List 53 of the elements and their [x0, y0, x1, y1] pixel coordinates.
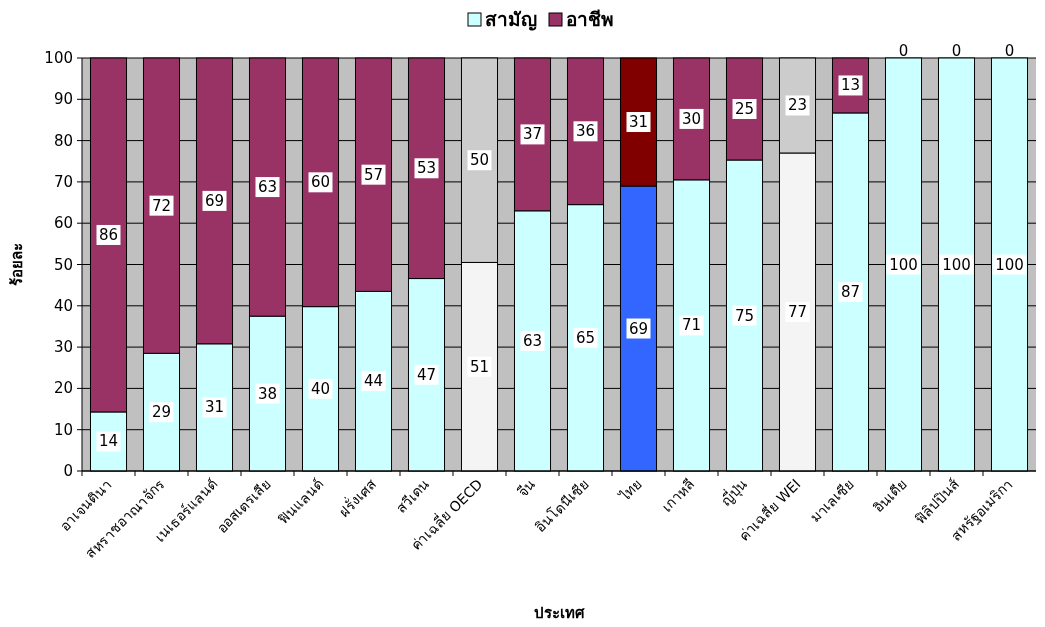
data-label: 77	[787, 302, 808, 321]
data-label: 100	[942, 255, 971, 274]
legend-label: สามัญ	[485, 8, 537, 31]
data-label: 53	[416, 159, 437, 178]
y-tick-label: 30	[53, 338, 73, 357]
data-label: 57	[363, 165, 384, 184]
data-label: 25	[734, 100, 755, 119]
data-label: 63	[257, 178, 278, 197]
y-tick-label: 70	[53, 172, 73, 191]
y-tick-label: 0	[63, 462, 73, 480]
data-label: 0	[951, 42, 962, 60]
legend-label: อาชีพ	[566, 8, 614, 30]
y-tick-label: 20	[53, 379, 73, 398]
data-label: 31	[628, 113, 649, 132]
data-label: 63	[522, 331, 543, 350]
data-label: 23	[787, 96, 808, 115]
data-label: 29	[151, 403, 172, 422]
x-tick-label: ไทย	[615, 475, 645, 505]
data-label: 13	[840, 76, 861, 95]
data-label: 51	[469, 357, 490, 376]
data-label: 44	[363, 372, 384, 391]
data-label: 72	[151, 196, 172, 215]
y-axis-title: ร้อยละ	[8, 243, 26, 286]
data-label: 87	[840, 282, 861, 301]
data-label: 50	[469, 151, 490, 170]
data-label: 0	[1004, 42, 1015, 60]
data-label: 65	[575, 328, 596, 347]
data-label: 31	[204, 398, 225, 417]
y-tick-label: 90	[53, 90, 73, 109]
data-label: 69	[628, 319, 649, 338]
data-label: 75	[734, 306, 755, 325]
y-tick-label: 80	[53, 131, 73, 150]
y-tick-label: 100	[44, 49, 73, 67]
data-label: 100	[995, 255, 1024, 274]
x-axis-title: ประเทศ	[533, 604, 585, 622]
data-label: 47	[416, 365, 437, 384]
data-label: 30	[681, 109, 702, 128]
y-tick-label: 50	[53, 255, 73, 274]
y-tick-label: 10	[53, 420, 73, 439]
data-label: 69	[204, 191, 225, 210]
data-label: 60	[310, 173, 331, 192]
y-tick-label: 40	[53, 296, 73, 315]
data-label: 71	[681, 316, 702, 335]
data-label: 86	[98, 225, 119, 244]
data-label: 100	[889, 255, 918, 274]
y-tick-label: 60	[53, 214, 73, 233]
data-label: 38	[257, 384, 278, 403]
data-label: 0	[898, 42, 909, 60]
data-label: 37	[522, 125, 543, 144]
data-label: 36	[575, 122, 596, 141]
data-label: 14	[98, 432, 119, 451]
x-tick-label: จีน	[514, 475, 539, 500]
data-label: 40	[310, 379, 331, 398]
